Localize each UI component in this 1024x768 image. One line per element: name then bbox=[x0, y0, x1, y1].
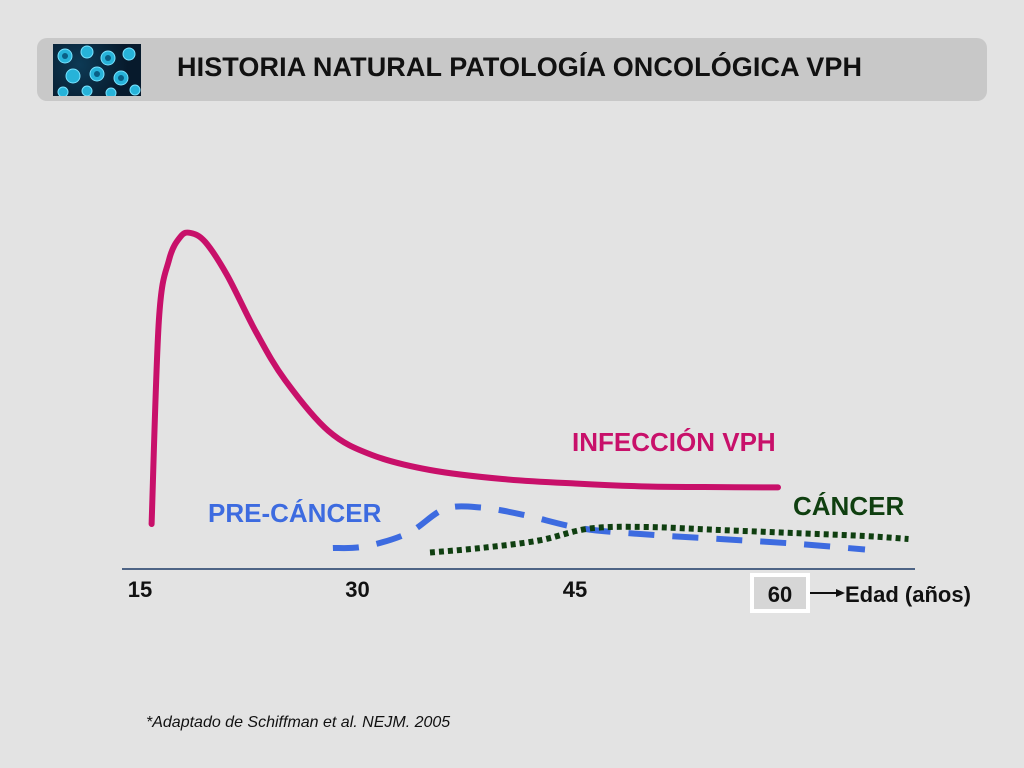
series-label-2: PRE-CÁNCER bbox=[208, 498, 382, 528]
x-tick-label-15: 15 bbox=[128, 577, 152, 602]
page-title: HISTORIA NATURAL PATOLOGÍA ONCOLÓGICA VP… bbox=[177, 52, 863, 82]
source-note: *Adaptado de Schiffman et al. NEJM. 2005 bbox=[146, 714, 451, 731]
x-axis-label: Edad (años) bbox=[845, 582, 971, 607]
x-axis-ticks: 15 30 45 bbox=[128, 577, 587, 602]
series-label-1: INFECCIÓN VPH bbox=[572, 427, 776, 457]
virus-microscopy-image bbox=[53, 44, 141, 96]
tick-60-box: 60 bbox=[750, 573, 810, 613]
series-labels: INFECCIÓN VPH PRE-CÁNCER CÁNCER bbox=[208, 427, 904, 528]
x-tick-label-45: 45 bbox=[563, 577, 587, 602]
series-line-1 bbox=[148, 229, 781, 527]
series-layer bbox=[148, 229, 909, 556]
title-bar: HISTORIA NATURAL PATOLOGÍA ONCOLÓGICA VP… bbox=[37, 38, 987, 101]
series-line-2 bbox=[332, 503, 866, 553]
x-tick-label-30: 30 bbox=[345, 577, 369, 602]
axis-arrow-icon bbox=[804, 589, 845, 597]
series-label-3: CÁNCER bbox=[793, 491, 904, 521]
series-line-3 bbox=[429, 523, 909, 556]
x-tick-label-60: 60 bbox=[767, 582, 793, 607]
